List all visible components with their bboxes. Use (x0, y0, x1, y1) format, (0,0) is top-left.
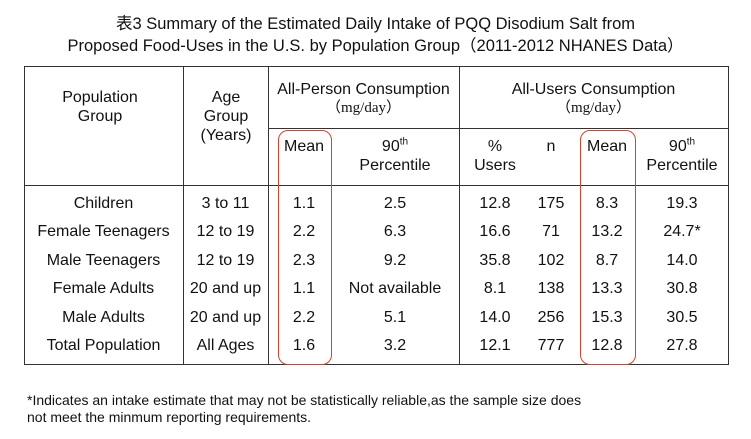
all-person-p90-cell: 9.2 (383, 252, 407, 269)
all-users-mean-highlight (580, 130, 636, 365)
divider-age-allperson (268, 66, 269, 365)
header-all-users-unit: （mg/day） (556, 100, 631, 116)
all-users-mean-cell: 8.3 (595, 195, 619, 212)
all-users-p90-cell: 27.8 (666, 337, 698, 354)
table-row: Male Adults 20 and up 2.2 5.1 14.0 256 15.3 30.… (0, 306, 751, 330)
population-group-cell: Male Teenagers (46, 252, 161, 269)
table-row: Children 3 to 11 1.1 2.5 12.8 175 8.3 19.3 (0, 192, 751, 216)
all-person-mean-cell: 2.2 (292, 223, 316, 240)
table-bottom-rule (24, 364, 729, 365)
age-group-cell: 20 and up (189, 309, 262, 326)
footnote-line-1: *Indicates an intake estimate that may n… (27, 392, 582, 408)
all-users-p90-cell: 14.0 (666, 252, 698, 269)
n-cell: 102 (537, 252, 565, 269)
all-users-p90-cell: 19.3 (666, 195, 698, 212)
table-row: Total Population All Ages 1.6 3.2 12.1 777 12.… (0, 334, 751, 358)
header-population-group: Population Group (62, 89, 138, 125)
all-users-mean-cell: 13.3 (591, 280, 623, 297)
pct-users-cell: 16.6 (479, 223, 511, 240)
population-group-cell: Female Teenagers (37, 223, 170, 240)
all-person-p90-cell: Not available (348, 280, 442, 297)
table-top-rule (24, 66, 729, 67)
pct-users-cell: 8.1 (483, 280, 507, 297)
all-person-mean-highlight (278, 130, 332, 365)
all-users-mean-cell: 8.7 (595, 252, 619, 269)
header-all-users-p90: 90th Percentile (646, 136, 718, 174)
pct-users-cell: 35.8 (479, 252, 511, 269)
table-title-line-2: Proposed Food-Uses in the U.S. by Popula… (67, 37, 684, 55)
population-group-cell: Children (73, 195, 134, 212)
n-cell: 71 (542, 223, 560, 240)
all-person-mean-cell: 1.1 (292, 280, 316, 297)
table-row: Female Adults 20 and up 1.1 Not available 8.… (0, 277, 751, 301)
divider-allperson-allusers (459, 66, 460, 365)
n-cell: 175 (537, 195, 565, 212)
age-group-cell: 20 and up (189, 280, 262, 297)
population-group-cell: Female Adults (52, 280, 155, 297)
age-group-cell: 12 to 19 (196, 252, 255, 269)
pct-users-cell: 12.1 (479, 337, 511, 354)
all-users-p90-cell: 24.7* (663, 223, 701, 240)
pct-users-cell: 14.0 (479, 309, 511, 326)
all-users-p90-cell: 30.8 (666, 280, 698, 297)
header-age-group: Age Group (Years) (200, 89, 252, 144)
all-person-p90-cell: 6.3 (383, 223, 407, 240)
header-bottom-rule (24, 185, 729, 186)
n-cell: 256 (537, 309, 565, 326)
table-left-border (24, 66, 25, 365)
all-person-mean-cell: 2.2 (292, 309, 316, 326)
all-person-mean-cell: 1.6 (292, 337, 316, 354)
all-person-p90-cell: 5.1 (383, 309, 407, 326)
all-person-p90-cell: 3.2 (383, 337, 407, 354)
header-all-person-consumption: All-Person Consumption (277, 81, 450, 98)
n-cell: 138 (537, 280, 565, 297)
age-group-cell: 12 to 19 (196, 223, 255, 240)
table-title-line-1: 表3 Summary of the Estimated Daily Intake… (115, 15, 636, 33)
table-right-border (728, 66, 729, 365)
age-group-cell: All Ages (196, 337, 255, 354)
header-n: n (546, 138, 556, 155)
divider-group-age (183, 66, 184, 365)
population-group-cell: Total Population (46, 337, 161, 354)
pct-users-cell: 12.8 (479, 195, 511, 212)
all-users-p90-cell: 30.5 (666, 309, 698, 326)
all-users-mean-cell: 15.3 (591, 309, 623, 326)
age-group-cell: 3 to 11 (201, 195, 250, 212)
table-row: Female Teenagers 12 to 19 2.2 6.3 16.6 71 13.2… (0, 220, 751, 244)
population-group-cell: Male Adults (62, 309, 145, 326)
all-users-mean-cell: 13.2 (591, 223, 623, 240)
header-all-person-p90: 90th Percentile (359, 136, 431, 174)
all-person-mean-cell: 2.3 (292, 252, 316, 269)
table-row: Male Teenagers 12 to 19 2.3 9.2 35.8 102 8.7 14… (0, 249, 751, 273)
all-person-mean-cell: 1.1 (292, 195, 316, 212)
all-person-p90-cell: 2.5 (383, 195, 407, 212)
header-all-person-mean: Mean (283, 138, 325, 155)
all-users-mean-cell: 12.8 (591, 337, 623, 354)
header-all-person-unit: （mg/day） (326, 100, 401, 116)
header-all-users-consumption: All-Users Consumption (511, 81, 676, 98)
header-all-users-mean: Mean (586, 138, 628, 155)
header-sub-rule (268, 128, 729, 129)
footnote-line-2: not meet the minmum reporting requiremen… (27, 409, 312, 425)
header-pct-users: % Users (474, 138, 516, 174)
n-cell: 777 (537, 337, 565, 354)
